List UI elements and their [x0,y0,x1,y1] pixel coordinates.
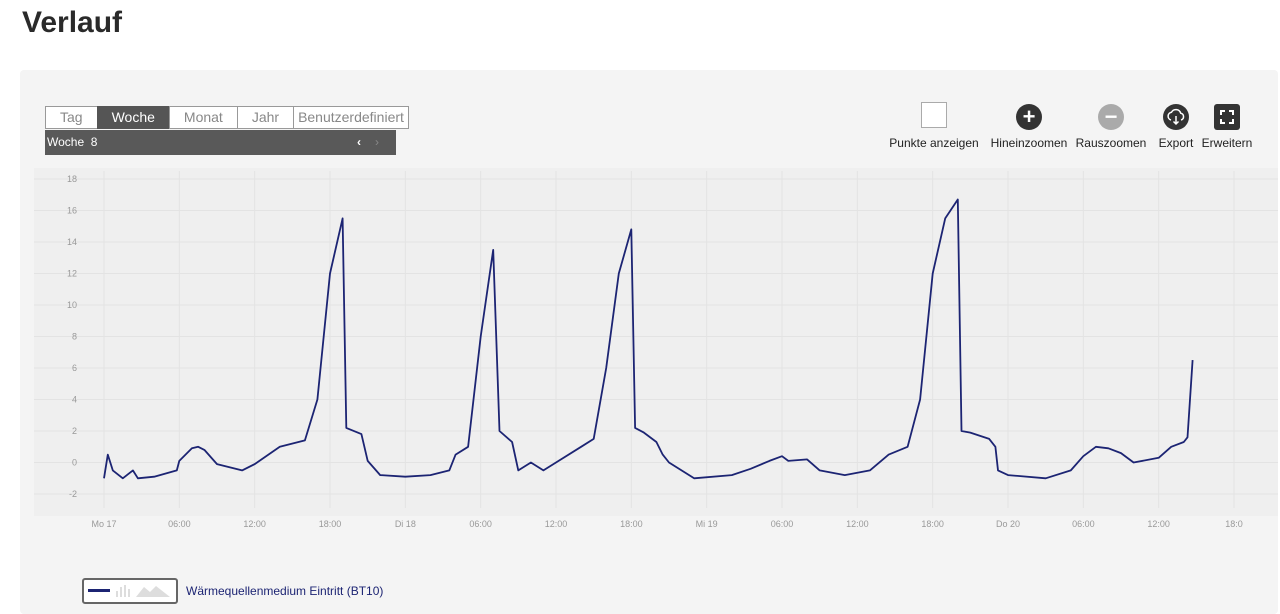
show-points-checkbox[interactable] [921,102,947,128]
range-tabs: Tag Woche Monat Jahr Benutzerdefiniert [45,106,409,129]
week-label: Woche 8 [47,135,98,149]
page-title: Verlauf [22,6,123,39]
fullscreen-icon [1214,104,1240,130]
legend-label: Wärmequellenmedium Eintritt (BT10) [186,584,384,598]
expand-button[interactable]: Erweitern [1202,102,1252,150]
show-points-label: Punkte anzeigen [889,136,979,150]
show-points-toggle[interactable]: Punkte anzeigen [889,102,979,150]
week-navigator: Woche 8 ‹ › [45,130,396,155]
export-button[interactable]: Export [1159,102,1193,150]
zoom-in-label: Hineinzoomen [990,136,1068,150]
expand-label: Erweitern [1201,136,1253,150]
tab-monat[interactable]: Monat [168,106,237,129]
legend[interactable]: Wärmequellenmedium Eintritt (BT10) [82,578,383,604]
tab-tag[interactable]: Tag [45,106,97,129]
export-label: Export [1158,136,1194,150]
plus-icon: + [1016,104,1042,130]
legend-series-icon[interactable] [82,578,178,604]
zoom-out-label: Rauszoomen [1075,136,1147,150]
next-week-icon[interactable]: › [375,135,379,149]
zoom-out-button[interactable]: − Rauszoomen [1076,102,1146,150]
tab-woche[interactable]: Woche [96,106,169,129]
tab-benutzerdefiniert[interactable]: Benutzerdefiniert [293,106,409,129]
minus-icon: − [1098,104,1124,130]
prev-week-icon[interactable]: ‹ [357,135,361,149]
cloud-download-icon [1163,104,1189,130]
tab-jahr[interactable]: Jahr [236,106,294,129]
zoom-in-button[interactable]: + Hineinzoomen [991,102,1067,150]
